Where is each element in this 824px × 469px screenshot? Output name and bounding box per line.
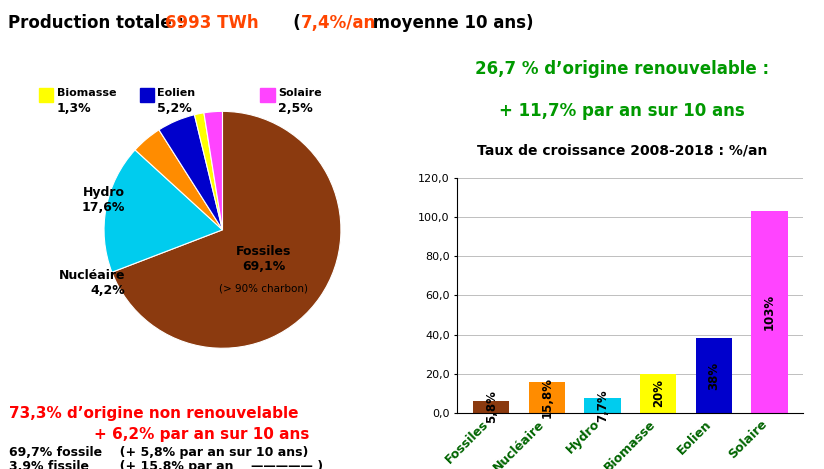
Text: 15,8%: 15,8% (541, 377, 554, 418)
Wedge shape (135, 130, 222, 230)
Text: 73,3% d’origine non renouvelable: 73,3% d’origine non renouvelable (8, 406, 298, 421)
Wedge shape (104, 150, 222, 272)
Bar (695, 339, 732, 413)
Text: (> 90% charbon): (> 90% charbon) (219, 283, 308, 294)
Bar (584, 398, 620, 413)
Text: 7,7%: 7,7% (596, 389, 609, 422)
Text: Production totale :: Production totale : (8, 15, 190, 32)
Text: Hydro
17,6%: Hydro 17,6% (82, 186, 125, 214)
Wedge shape (204, 111, 222, 230)
Text: 5,2%: 5,2% (157, 102, 192, 115)
Text: + 6,2% par an sur 10 ans: + 6,2% par an sur 10 ans (94, 427, 310, 442)
Text: 5,8%: 5,8% (485, 391, 498, 424)
Bar (640, 374, 677, 413)
Wedge shape (194, 113, 222, 230)
Text: Fossiles
69,1%: Fossiles 69,1% (236, 245, 292, 273)
Text: Taux de croissance 2008-2018 : %/an: Taux de croissance 2008-2018 : %/an (477, 143, 767, 157)
Bar (529, 382, 565, 413)
Wedge shape (159, 115, 222, 230)
Text: Biomasse: Biomasse (57, 88, 116, 98)
Text: 7,4%/an: 7,4%/an (301, 15, 376, 32)
Bar (260, 88, 274, 102)
Text: Solaire: Solaire (279, 88, 322, 98)
Text: 6993 TWh: 6993 TWh (165, 15, 259, 32)
Text: moyenne 10 ans): moyenne 10 ans) (367, 15, 533, 32)
Bar (473, 401, 509, 413)
Wedge shape (112, 111, 341, 348)
Text: 69,7% fossile    (+ 5,8% par an sur 10 ans): 69,7% fossile (+ 5,8% par an sur 10 ans) (8, 446, 308, 459)
Text: 38%: 38% (707, 362, 720, 390)
Bar (139, 88, 154, 102)
Text: (: ( (276, 15, 301, 32)
Bar (39, 88, 53, 102)
Text: 2,5%: 2,5% (279, 102, 313, 115)
Text: + 11,7% par an sur 10 ans: + 11,7% par an sur 10 ans (499, 102, 745, 120)
Text: Eolien: Eolien (157, 88, 195, 98)
Text: 3,9% fissile       (+ 15,8% par an    ————— ): 3,9% fissile (+ 15,8% par an ————— ) (8, 460, 323, 469)
Text: 103%: 103% (763, 294, 776, 330)
Text: 1,3%: 1,3% (57, 102, 91, 115)
Bar (751, 212, 788, 413)
Text: 20%: 20% (652, 379, 665, 407)
Text: Nucléaire
4,2%: Nucléaire 4,2% (59, 269, 125, 297)
Text: 26,7 % d’origine renouvelable :: 26,7 % d’origine renouvelable : (475, 60, 769, 78)
